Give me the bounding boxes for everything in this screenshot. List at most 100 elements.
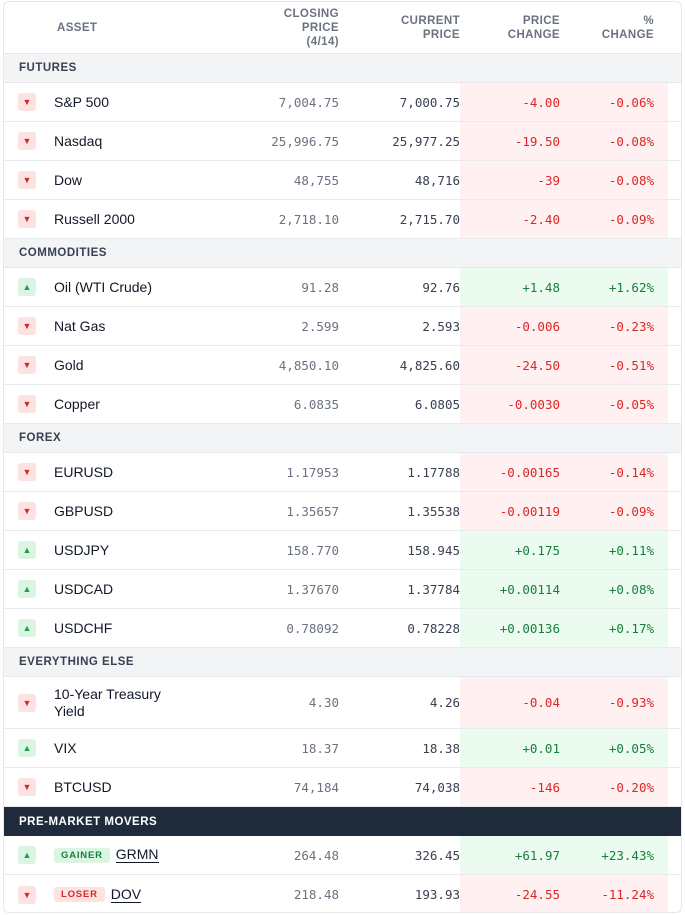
current-price: 0.78228 <box>407 620 460 636</box>
table-row[interactable]: ▼ 10-Year Treasury Yield 4.30 4.26 -0.04 -0.9… <box>4 677 681 729</box>
current-price: 1.37784 <box>407 581 460 597</box>
triangle-up-icon: ▲ <box>18 541 36 559</box>
header-change-line2: CHANGE <box>507 28 560 41</box>
asset-name: Nasdaq <box>54 132 103 149</box>
current-price: 4.26 <box>429 695 460 710</box>
table-row[interactable]: ▼ Dow 48,755 48,716 -39 -0.08% <box>4 161 681 200</box>
current-price: 2,715.70 <box>399 211 460 227</box>
header-asset: ASSET <box>57 21 98 34</box>
current-price: 193.93 <box>414 887 460 902</box>
change-cells: -146 -0.20% <box>460 768 668 806</box>
closing-price: 7,004.75 <box>278 94 339 110</box>
asset-cell: ▼ BTCUSD <box>4 768 244 806</box>
change-cells: -24.55 -11.24% <box>460 875 668 912</box>
pct-change: -11.24% <box>601 887 654 902</box>
change-cells: +0.00136 +0.17% <box>460 609 668 647</box>
header-change-line1: PRICE <box>522 14 560 27</box>
ticker-link[interactable]: GRMN <box>115 846 159 863</box>
current-price: 48,716 <box>414 172 460 188</box>
closing-price: 74,184 <box>293 779 339 795</box>
mover-row[interactable]: ▼ LOSER DOV 218.48 193.93 -24.55 -11.24% <box>4 875 681 912</box>
pct-change: -0.23% <box>608 318 654 334</box>
pct-change: +1.62% <box>608 279 654 295</box>
asset-name: Nat Gas <box>54 317 106 334</box>
asset-cell: ▼ EURUSD <box>4 453 244 491</box>
mover-row[interactable]: ▲ GAINER GRMN 264.48 326.45 +61.97 +23.43% <box>4 836 681 875</box>
change-cells: -0.006 -0.23% <box>460 307 668 345</box>
triangle-up-icon: ▲ <box>18 278 36 296</box>
change-cells: -0.00119 -0.09% <box>460 492 668 530</box>
pct-change: +0.05% <box>608 740 654 756</box>
current-price: 1.35538 <box>407 503 460 519</box>
table-body: FUTURES ▼ S&P 500 7,004.75 7,000.75 -4.00 -0.0… <box>4 54 681 912</box>
current-price: 158.945 <box>407 542 460 558</box>
asset-name: VIX <box>54 739 77 756</box>
asset-name: S&P 500 <box>54 93 110 110</box>
current-price: 6.0805 <box>414 396 460 412</box>
section-header-movers: PRE-MARKET MOVERS <box>4 807 681 836</box>
triangle-down-icon: ▼ <box>18 93 36 111</box>
asset-name: GBPUSD <box>54 502 114 519</box>
asset-name: BTCUSD <box>54 778 112 795</box>
current-price: 2.593 <box>422 318 460 334</box>
triangle-down-icon: ▼ <box>18 395 36 413</box>
price-change: +61.97 <box>514 847 560 863</box>
header-pct-line2: CHANGE <box>601 28 654 41</box>
pct-change: +23.43% <box>601 847 654 863</box>
closing-price: 25,996.75 <box>271 133 339 149</box>
asset-name: Russell 2000 <box>54 210 135 227</box>
current-price: 1.17788 <box>407 464 460 480</box>
pct-change: +0.11% <box>608 542 654 558</box>
price-change: -0.00165 <box>499 464 560 480</box>
table-row[interactable]: ▼ GBPUSD 1.35657 1.35538 -0.00119 -0.09% <box>4 492 681 531</box>
table-row[interactable]: ▼ BTCUSD 74,184 74,038 -146 -0.20% <box>4 768 681 807</box>
table-row[interactable]: ▼ Nasdaq 25,996.75 25,977.25 -19.50 -0.08% <box>4 122 681 161</box>
triangle-up-icon: ▲ <box>18 619 36 637</box>
ticker-link[interactable]: DOV <box>110 885 142 903</box>
asset-name: Gold <box>54 356 84 373</box>
closing-price: 1.37670 <box>286 581 339 597</box>
current-price: 326.45 <box>414 847 460 863</box>
table-row[interactable]: ▲ VIX 18.37 18.38 +0.01 +0.05% <box>4 729 681 768</box>
closing-price: 1.35657 <box>286 503 339 519</box>
table-row[interactable]: ▼ S&P 500 7,004.75 7,000.75 -4.00 -0.06% <box>4 83 681 122</box>
change-cells: -39 -0.08% <box>460 161 668 199</box>
table-row[interactable]: ▼ EURUSD 1.17953 1.17788 -0.00165 -0.14% <box>4 453 681 492</box>
change-cells: +0.00114 +0.08% <box>460 570 668 608</box>
header-price-change: PRICE CHANGE <box>460 14 574 42</box>
header-closing-line1: CLOSING PRICE <box>283 7 339 34</box>
header-closing-price: CLOSING PRICE (4/14) <box>244 7 339 49</box>
table-row[interactable]: ▲ USDJPY 158.770 158.945 +0.175 +0.11% <box>4 531 681 570</box>
table-row[interactable]: ▲ Oil (WTI Crude) 91.28 92.76 +1.48 +1.62% <box>4 268 681 307</box>
asset-name: USDCHF <box>54 619 113 636</box>
triangle-down-icon: ▼ <box>18 171 36 189</box>
closing-price: 4,850.10 <box>278 357 339 373</box>
current-price: 92.76 <box>422 279 460 295</box>
table-row[interactable]: ▼ Russell 2000 2,718.10 2,715.70 -2.40 -0.09% <box>4 200 681 239</box>
price-change: +1.48 <box>522 279 560 295</box>
triangle-down-icon: ▼ <box>18 778 36 796</box>
asset-cell: ▲ VIX <box>4 729 244 767</box>
triangle-down-icon: ▼ <box>18 885 36 904</box>
price-change: -0.04 <box>522 695 560 710</box>
asset-name: Dow <box>54 171 83 188</box>
table-row[interactable]: ▼ Copper 6.0835 6.0805 -0.0030 -0.05% <box>4 385 681 424</box>
triangle-up-icon: ▲ <box>18 846 36 864</box>
section-header: EVERYTHING ELSE <box>4 648 681 677</box>
table-row[interactable]: ▲ USDCAD 1.37670 1.37784 +0.00114 +0.08% <box>4 570 681 609</box>
price-change: -0.00119 <box>499 503 560 519</box>
pct-change: +0.17% <box>608 620 654 636</box>
asset-cell: ▲ GAINER GRMN <box>4 836 244 874</box>
asset-cell: ▼ GBPUSD <box>4 492 244 530</box>
change-cells: -19.50 -0.08% <box>460 122 668 160</box>
asset-cell: ▼ Nasdaq <box>4 122 244 160</box>
current-price: 25,977.25 <box>392 133 460 149</box>
table-row[interactable]: ▼ Gold 4,850.10 4,825.60 -24.50 -0.51% <box>4 346 681 385</box>
table-row[interactable]: ▲ USDCHF 0.78092 0.78228 +0.00136 +0.17% <box>4 609 681 648</box>
closing-price: 0.78092 <box>286 620 339 636</box>
table-row[interactable]: ▼ Nat Gas 2.599 2.593 -0.006 -0.23% <box>4 307 681 346</box>
triangle-down-icon: ▼ <box>18 210 36 228</box>
price-change: -0.006 <box>514 318 560 334</box>
asset-cell: ▲ USDJPY <box>4 531 244 569</box>
header-pct-line1: % <box>643 14 654 27</box>
